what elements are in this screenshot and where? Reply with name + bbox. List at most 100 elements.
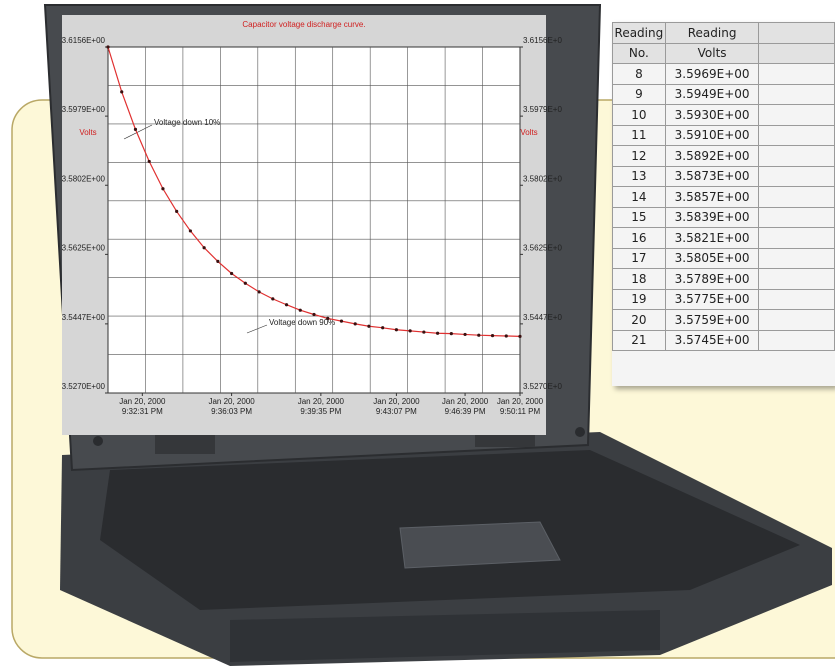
header-cell: Reading xyxy=(664,22,760,44)
y-tick-label: 3.6156E+00 xyxy=(62,36,106,45)
point xyxy=(518,334,522,338)
cell: 3.5839E+00 xyxy=(664,206,760,228)
point xyxy=(477,333,481,337)
y-tick-label: 3.5979E+00 xyxy=(523,105,562,114)
point xyxy=(408,329,412,333)
cell xyxy=(758,63,835,85)
point xyxy=(381,326,385,330)
row: 18 3.5789E+00 xyxy=(612,268,835,290)
cell xyxy=(758,247,835,269)
row: 14 3.5857E+00 xyxy=(612,186,835,208)
table: Reading Reading No. Volts 8 3.5969E+00 9 3.594… xyxy=(612,22,835,351)
y-tick-label: 3.5802E+00 xyxy=(523,174,562,183)
y-axis-label: Volts xyxy=(79,128,96,137)
point xyxy=(339,319,344,323)
x-tick-label: Jan 20, 2000 9:36:03 PM xyxy=(208,397,255,416)
chart-title: Capacitor voltage discharge curve. xyxy=(242,20,365,29)
x-tick-label: Jan 20, 2000 9:32:31 PM xyxy=(119,397,166,416)
y-axis-label: Volts xyxy=(520,128,537,137)
cell: 3.5805E+00 xyxy=(664,247,760,269)
y-tick-label: 3.5447E+00 xyxy=(523,313,562,322)
header-row: No. Volts xyxy=(612,42,835,64)
plot-area xyxy=(107,46,521,394)
point xyxy=(271,297,275,301)
point xyxy=(257,290,261,294)
y-tick-label: 3.5625E+00 xyxy=(523,243,562,252)
cell xyxy=(758,145,835,167)
y-tick-label: 3.5979E+00 xyxy=(62,105,106,114)
point xyxy=(504,334,508,338)
cell: 3.5910E+00 xyxy=(664,124,760,146)
point xyxy=(243,281,247,285)
y-tick-label: 3.5270E+00 xyxy=(523,382,562,391)
row: 21 3.5745E+00 xyxy=(612,329,835,351)
y-tick-label: 3.6156E+00 xyxy=(523,36,562,45)
point xyxy=(161,187,165,191)
chart: Volts Volts Voltage down 10% Voltage dow… xyxy=(62,15,562,435)
point xyxy=(463,332,467,337)
cell: 18 xyxy=(612,268,666,290)
cell xyxy=(758,288,835,310)
point xyxy=(422,330,426,334)
row: 8 3.5969E+00 xyxy=(612,63,835,85)
x-tick-label: Jan 20, 2000 9:50:11 PM xyxy=(496,397,544,416)
y-tick-label: 3.5625E+00 xyxy=(62,243,106,252)
point xyxy=(147,159,151,164)
x-tick-label: Jan 20, 2000 9:43:07 PM xyxy=(373,397,420,416)
row: 15 3.5839E+00 xyxy=(612,206,835,228)
header-cell xyxy=(758,22,835,44)
cell: 11 xyxy=(612,124,666,146)
point xyxy=(188,229,192,233)
screen: Volts Volts Voltage down 10% Voltage dow… xyxy=(62,15,562,435)
cell: 16 xyxy=(612,227,666,249)
annotation-leader xyxy=(246,324,268,334)
x-tick-label: Jan 20, 2000 9:46:39 PM xyxy=(441,397,489,416)
point xyxy=(490,333,495,338)
cell xyxy=(758,186,835,208)
cell xyxy=(758,206,835,228)
header-cell: No. xyxy=(612,42,666,64)
point xyxy=(436,331,440,335)
point xyxy=(326,316,330,321)
front-edge xyxy=(230,610,660,662)
hinge-screw xyxy=(93,436,103,446)
cell xyxy=(758,83,835,105)
cell xyxy=(758,268,835,290)
point xyxy=(284,303,289,307)
cell: 3.5745E+00 xyxy=(664,329,760,351)
point xyxy=(175,209,179,214)
cell: 3.5930E+00 xyxy=(664,104,760,126)
cell: 3.5892E+00 xyxy=(664,145,760,167)
point xyxy=(120,90,124,94)
row: 9 3.5949E+00 xyxy=(612,83,835,105)
point xyxy=(394,328,398,332)
cell: 13 xyxy=(612,165,666,187)
row: 11 3.5910E+00 xyxy=(612,124,835,146)
cell: 3.5821E+00 xyxy=(664,227,760,249)
cell: 14 xyxy=(612,186,666,208)
cell xyxy=(758,124,835,146)
point xyxy=(449,332,453,336)
header-cell xyxy=(758,42,835,64)
y-tick-label: 3.5802E+00 xyxy=(62,174,106,183)
cell: 12 xyxy=(612,145,666,167)
cell xyxy=(758,309,835,331)
hinge-screw xyxy=(575,427,585,437)
cell: 10 xyxy=(612,104,666,126)
cell xyxy=(758,329,835,351)
row: 13 3.5873E+00 xyxy=(612,165,835,187)
point xyxy=(133,127,138,131)
point xyxy=(367,324,371,328)
cell: 3.5857E+00 xyxy=(664,186,760,208)
point xyxy=(298,308,302,312)
point xyxy=(353,322,357,326)
row: 12 3.5892E+00 xyxy=(612,145,835,167)
touchpad xyxy=(399,521,561,569)
annotation: Voltage down 10% xyxy=(154,118,220,127)
cell: 3.5789E+00 xyxy=(664,268,760,290)
annotation: Voltage down 90% xyxy=(269,318,335,327)
cell: 17 xyxy=(612,247,666,269)
point xyxy=(230,271,234,276)
cell: 3.5969E+00 xyxy=(664,63,760,85)
